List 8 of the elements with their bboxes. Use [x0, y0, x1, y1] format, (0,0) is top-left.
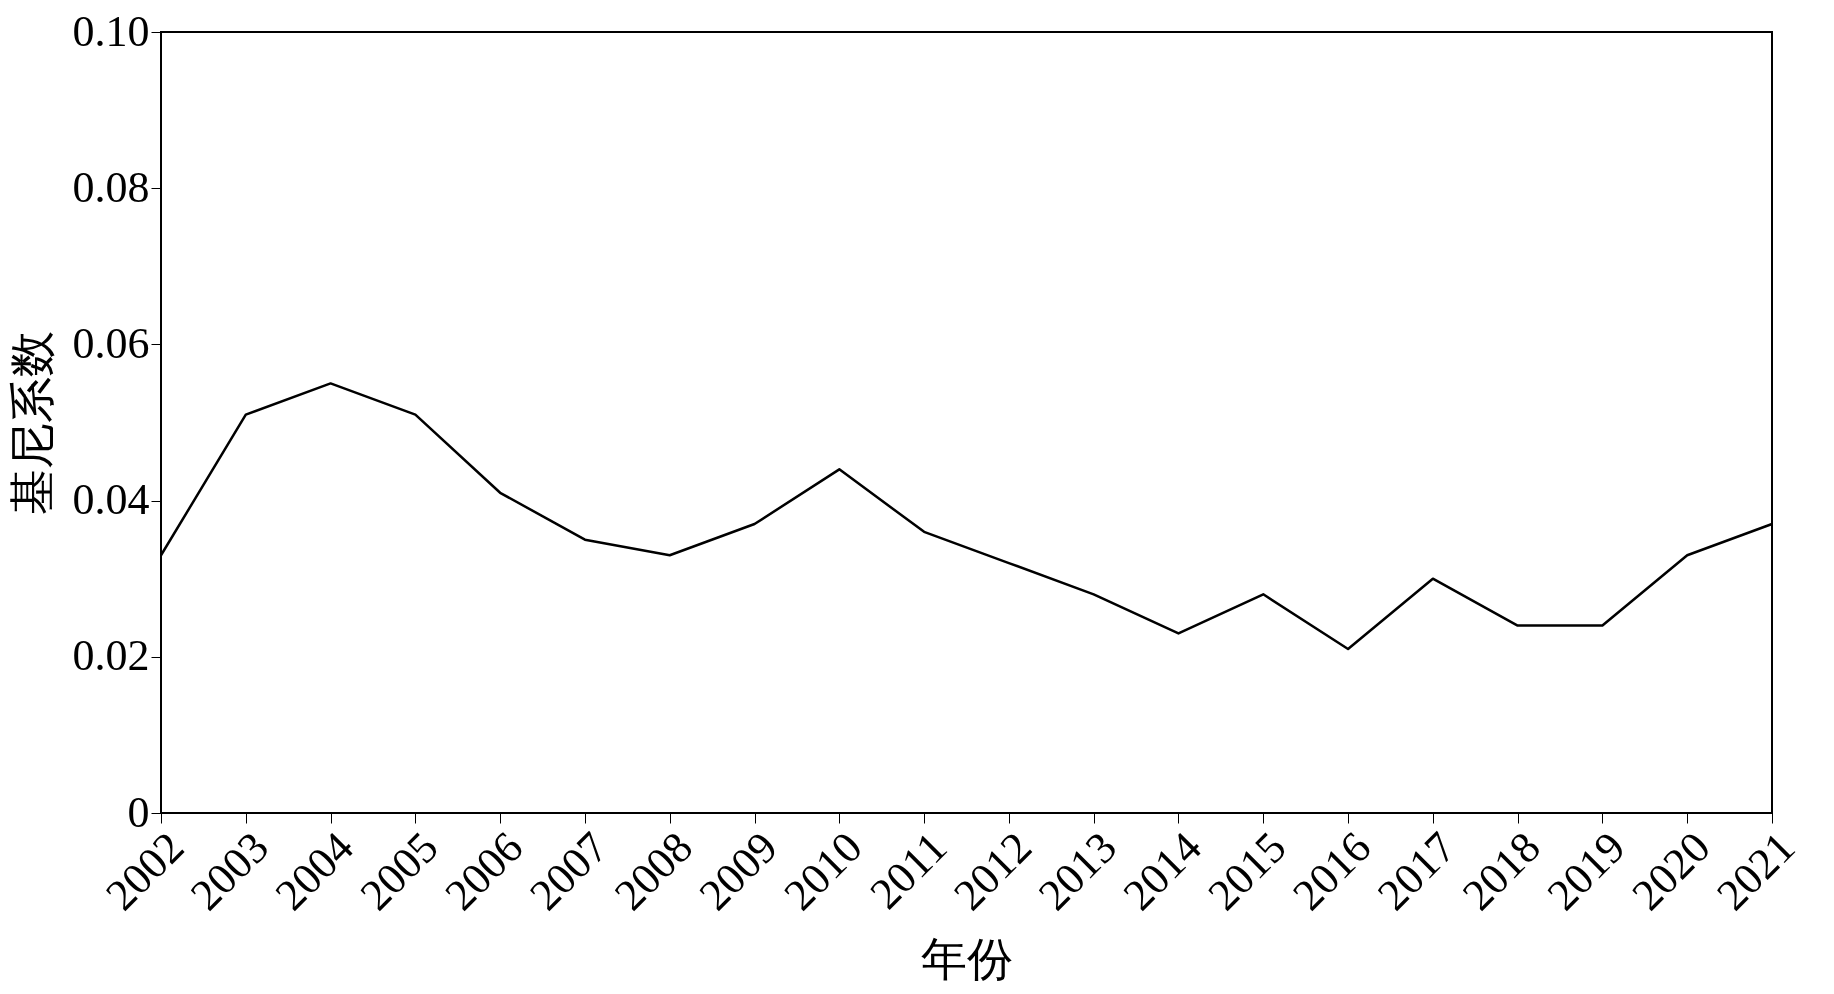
y-axis-title: 基尼系数	[6, 331, 58, 515]
y-tick-label: 0.02	[72, 631, 150, 681]
y-tick-label: 0.08	[72, 162, 150, 212]
y-tick-label: 0.04	[72, 475, 150, 525]
y-tick-label: 0.10	[72, 6, 150, 56]
y-tick-label: 0	[127, 787, 150, 837]
y-tick-label: 0.06	[72, 318, 150, 368]
x-axis-title: 年份	[921, 933, 1013, 985]
